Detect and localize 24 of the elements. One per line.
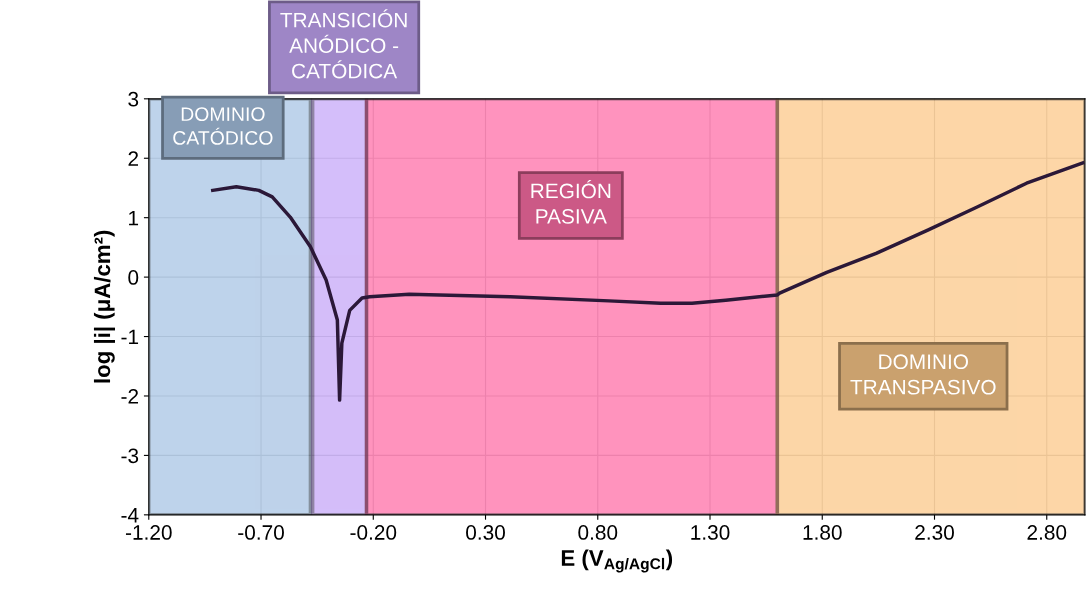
x-tick-label: 2.30 bbox=[915, 525, 954, 540]
y-tick-label: 0 bbox=[128, 270, 139, 285]
band-label: DOMINIO TRANSPASIVO bbox=[850, 354, 996, 395]
y-tick-label: 1 bbox=[129, 210, 139, 226]
y-tick-label: -3 bbox=[121, 448, 139, 464]
band-label: REGIÓN PASIVA bbox=[531, 180, 611, 224]
x-tick-label: -0.20 bbox=[350, 525, 397, 540]
x-tick-label: 1.30 bbox=[691, 525, 730, 540]
y-tick-label: -2 bbox=[121, 388, 139, 404]
x-tick-label: 0.30 bbox=[466, 525, 505, 540]
y-tick-label: -4 bbox=[121, 508, 139, 523]
y-tick-label: 3 bbox=[128, 91, 139, 107]
x-tick-label: 1.80 bbox=[803, 525, 842, 540]
x-tick-label: -1.20 bbox=[125, 525, 172, 540]
x-tick-label: 0.80 bbox=[578, 525, 618, 540]
y-axis-title: log |i| (μA/cm²) bbox=[93, 230, 115, 383]
band-label: DOMINIO CATÓDICO bbox=[173, 107, 273, 145]
x-axis-title: E (V$_{Ag/AgCl}$) bbox=[561, 549, 673, 573]
y-tick-label: -1 bbox=[121, 329, 139, 345]
line-series bbox=[211, 161, 1085, 402]
x-tick-label: -0.70 bbox=[238, 525, 284, 540]
band-label: TRANSICIÓN ANÓDICO - CATÓDICA bbox=[280, 9, 407, 79]
y-tick-label: 2 bbox=[128, 151, 139, 166]
x-tick-label: 2.80 bbox=[1027, 525, 1067, 540]
